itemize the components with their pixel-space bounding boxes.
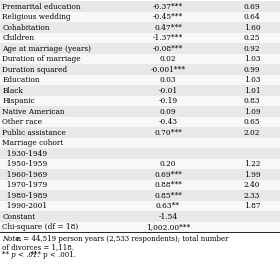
Text: n = 44,519 person years (2,533 respondents); total number: n = 44,519 person years (2,533 responden… (12, 235, 228, 243)
Text: Religious wedding: Religious wedding (2, 13, 71, 21)
Bar (0, 117, 280, 127)
Bar (0, 169, 280, 180)
Text: 0.69: 0.69 (244, 3, 260, 11)
Text: 0.83: 0.83 (244, 97, 260, 105)
Text: 0.20: 0.20 (160, 160, 176, 168)
Text: -0.45***: -0.45*** (153, 13, 183, 21)
Bar (0, 106, 280, 117)
Bar (0, 148, 280, 159)
Text: of divorces = 1,118.: of divorces = 1,118. (2, 243, 74, 251)
Text: -0.01: -0.01 (158, 87, 178, 95)
Text: 1960-1969: 1960-1969 (2, 171, 48, 179)
Text: 0.69***: 0.69*** (154, 171, 182, 179)
Text: -0.37***: -0.37*** (153, 3, 183, 11)
Text: 1990-2001: 1990-2001 (2, 202, 47, 210)
Bar (0, 211, 280, 222)
Text: -1.37***: -1.37*** (153, 34, 183, 42)
Text: 1.87: 1.87 (244, 202, 260, 210)
Bar (0, 43, 280, 54)
Text: 0.92: 0.92 (244, 45, 260, 53)
Text: 2.33: 2.33 (244, 192, 260, 200)
Text: -0.19: -0.19 (158, 97, 178, 105)
Text: *** p < .001.: *** p < .001. (24, 251, 76, 260)
Text: Constant: Constant (2, 213, 35, 221)
Text: -0.001***: -0.001*** (150, 66, 186, 74)
Text: 1.03: 1.03 (244, 55, 260, 63)
Text: 0.09: 0.09 (160, 108, 176, 116)
Text: Chi-square (df = 18): Chi-square (df = 18) (2, 223, 78, 231)
Text: 1980-1989: 1980-1989 (2, 192, 48, 200)
Bar (0, 12, 280, 22)
Text: Education: Education (2, 76, 40, 84)
Text: -0.08***: -0.08*** (153, 45, 183, 53)
Bar (0, 75, 280, 85)
Text: 0.47***: 0.47*** (154, 24, 182, 32)
Text: 0.02: 0.02 (160, 55, 176, 63)
Text: Native American: Native American (2, 108, 65, 116)
Text: 0.25: 0.25 (244, 34, 260, 42)
Text: Marriage cohort: Marriage cohort (2, 139, 64, 147)
Text: Note.: Note. (2, 235, 22, 243)
Text: Children: Children (2, 34, 34, 42)
Text: 0.88***: 0.88*** (154, 181, 182, 189)
Text: Hispanic: Hispanic (2, 97, 35, 105)
Text: 1.60: 1.60 (244, 24, 260, 32)
Bar (0, 85, 280, 96)
Bar (0, 180, 280, 190)
Text: 2.40: 2.40 (244, 181, 260, 189)
Bar (0, 159, 280, 169)
Text: 1970-1979: 1970-1979 (2, 181, 48, 189)
Text: 2.02: 2.02 (244, 129, 260, 137)
Text: Other race: Other race (2, 118, 42, 126)
Text: 0.85***: 0.85*** (154, 192, 182, 200)
Text: 0.63**: 0.63** (156, 202, 180, 210)
Text: -1.54: -1.54 (158, 213, 178, 221)
Text: 1,002.00***: 1,002.00*** (146, 223, 190, 231)
Text: -0.43: -0.43 (158, 118, 178, 126)
Text: 1.99: 1.99 (244, 171, 260, 179)
Text: 0.65: 0.65 (244, 118, 260, 126)
Bar (0, 201, 280, 211)
Bar (0, 54, 280, 64)
Text: 1.22: 1.22 (244, 160, 260, 168)
Text: 1.09: 1.09 (244, 108, 260, 116)
Text: Premarital education: Premarital education (2, 3, 81, 11)
Bar (0, 138, 280, 148)
Text: Duration of marriage: Duration of marriage (2, 55, 81, 63)
Bar (0, 33, 280, 43)
Text: 0.03: 0.03 (160, 76, 176, 84)
Text: 0.99: 0.99 (244, 66, 260, 74)
Bar (0, 222, 280, 232)
Text: Public assistance: Public assistance (2, 129, 66, 137)
Text: 1930-1949: 1930-1949 (2, 150, 47, 158)
Text: Black: Black (2, 87, 23, 95)
Bar (0, 22, 280, 33)
Text: ** p < .01.: ** p < .01. (2, 251, 40, 260)
Text: 1950-1959: 1950-1959 (2, 160, 48, 168)
Text: 0.64: 0.64 (244, 13, 260, 21)
Text: 1.03: 1.03 (244, 76, 260, 84)
Bar (0, 127, 280, 138)
Bar (0, 64, 280, 75)
Text: Duration squared: Duration squared (2, 66, 67, 74)
Bar (0, 232, 280, 269)
Text: 0.70***: 0.70*** (154, 129, 182, 137)
Text: Age at marriage (years): Age at marriage (years) (2, 45, 91, 53)
Bar (0, 96, 280, 106)
Bar (0, 190, 280, 201)
Text: Cohabitation: Cohabitation (2, 24, 50, 32)
Bar (0, 1, 280, 12)
Text: 1.01: 1.01 (244, 87, 260, 95)
